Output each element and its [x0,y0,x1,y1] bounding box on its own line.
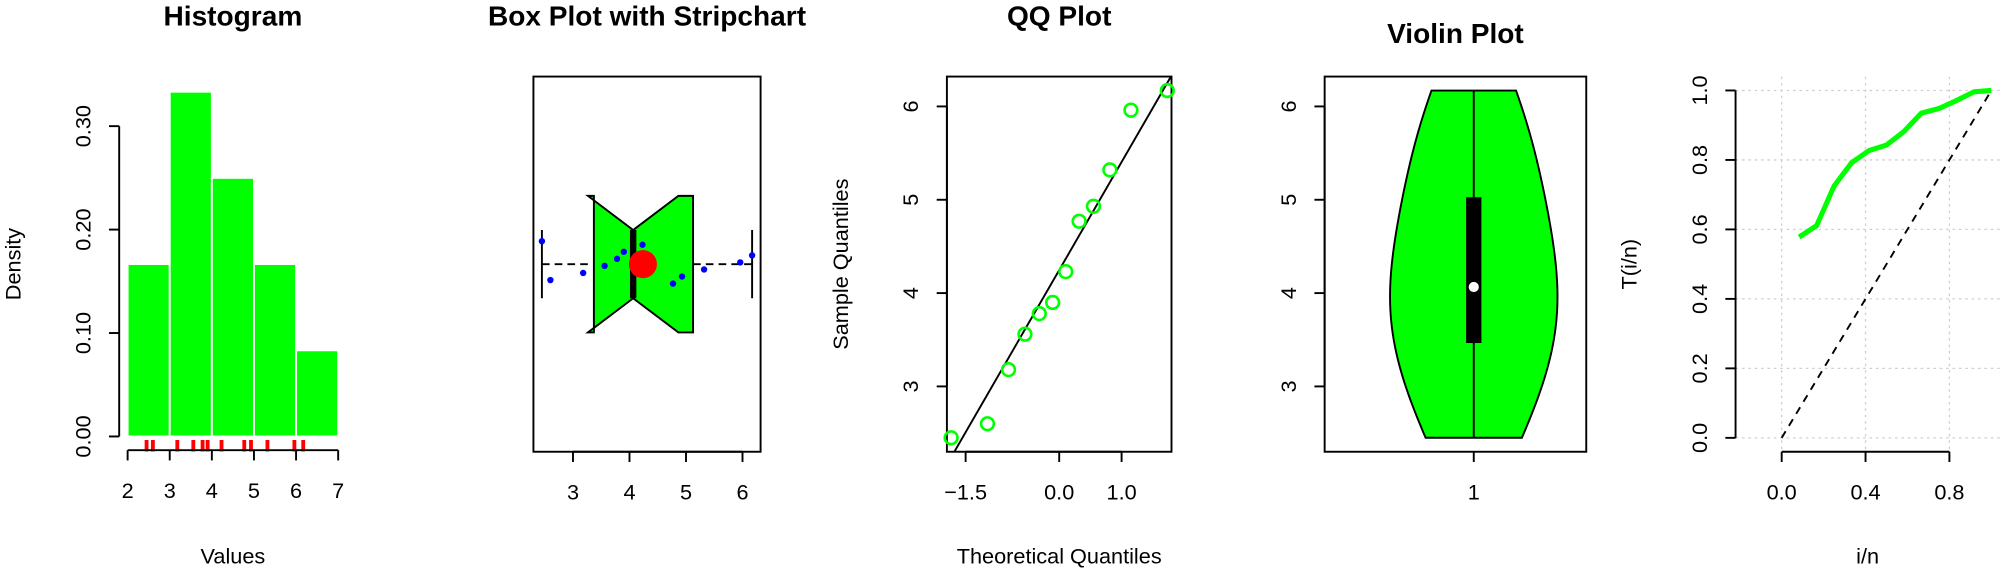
bar [126,263,171,438]
qq-point [1031,305,1047,322]
y-tick-label: 4 [1276,287,1301,299]
x-axis-label: i/n [1856,543,1879,568]
qq-point [1159,82,1175,99]
y-tick-label: 5 [898,194,923,206]
qq-point [1071,213,1087,229]
qq-point [979,416,996,432]
x-tick-label: −1.5 [944,480,987,505]
y-tick-label: 0.8 [1687,145,1712,175]
chart-title: Violin Plot [1387,18,1524,49]
x-tick-label: 0.0 [1044,480,1074,505]
violin-median [1467,280,1481,294]
ttt-line [1797,87,1992,240]
x-tick-label: 1 [1468,480,1480,505]
reference-line [1780,89,1993,439]
qq-point [1000,361,1017,378]
chart-title: Histogram [164,0,303,31]
x-tick-label: 0.8 [1934,480,1964,505]
x-tick-label: 5 [248,478,260,503]
x-axis-label: Values [201,543,266,568]
x-axis-label: Theoretical Quantiles [957,543,1162,568]
x-tick-label: 6 [736,480,748,505]
x-tick-label: 3 [164,478,176,503]
x-tick-label: 4 [206,478,218,503]
x-tick-label: 6 [290,478,302,503]
y-tick-label: 0.00 [70,415,95,457]
x-tick-label: 7 [332,478,344,503]
strip-point [748,252,756,259]
y-tick-label: 6 [1276,100,1301,112]
y-tick-label: 0.6 [1687,214,1712,244]
strip-point [601,262,608,270]
x-tick-label: 1.0 [1107,480,1137,505]
qq-point [1085,198,1102,214]
x-tick-label: 4 [623,480,635,505]
y-tick-label: 3 [1276,380,1301,392]
y-axis-label: Sample Quantiles [828,178,853,349]
qq-point [943,430,959,446]
bar [210,176,255,438]
qq-point [1044,294,1061,311]
strip-point [579,269,587,277]
y-tick-label: 0.20 [70,208,95,250]
x-tick-label: 3 [567,480,579,505]
x-tick-label: 0.0 [1767,480,1797,505]
bar [252,263,298,438]
mean-point [628,250,657,279]
y-tick-label: 0.30 [70,105,95,147]
y-tick-label: 6 [898,100,923,112]
strip-point [700,266,708,273]
violin-box [1466,197,1482,344]
y-tick-label: 1.0 [1687,75,1712,105]
y-tick-label: 5 [1276,194,1301,206]
chart-title: QQ Plot [1007,0,1111,31]
y-tick-label: 0.10 [70,312,95,354]
strip-point [737,259,744,266]
y-tick-label: 0.0 [1687,423,1712,453]
strip-point [538,237,546,245]
strip-point [669,280,677,287]
x-tick-label: 2 [122,478,134,503]
y-tick-label: 0.2 [1687,353,1712,383]
qq-point [1123,102,1139,118]
y-tick-label: 0.4 [1687,284,1712,314]
y-tick-label: 3 [898,380,923,392]
y-tick-label: 4 [898,287,923,299]
bar [295,349,340,438]
qq-point [1058,263,1074,280]
strip-point [547,276,554,284]
qq-point [1102,162,1118,178]
chart-title: Box Plot with Stripchart [488,0,806,31]
strip-point [678,273,686,280]
y-axis-label: Density [0,228,25,300]
bar [168,90,213,438]
strip-point [620,248,628,255]
x-tick-label: 0.4 [1850,480,1880,505]
x-tick-label: 5 [680,480,692,505]
qq-point [1017,326,1033,342]
strip-point [639,241,646,248]
strip-point [613,255,621,263]
y-axis-label: T(i/n) [1617,239,1642,290]
